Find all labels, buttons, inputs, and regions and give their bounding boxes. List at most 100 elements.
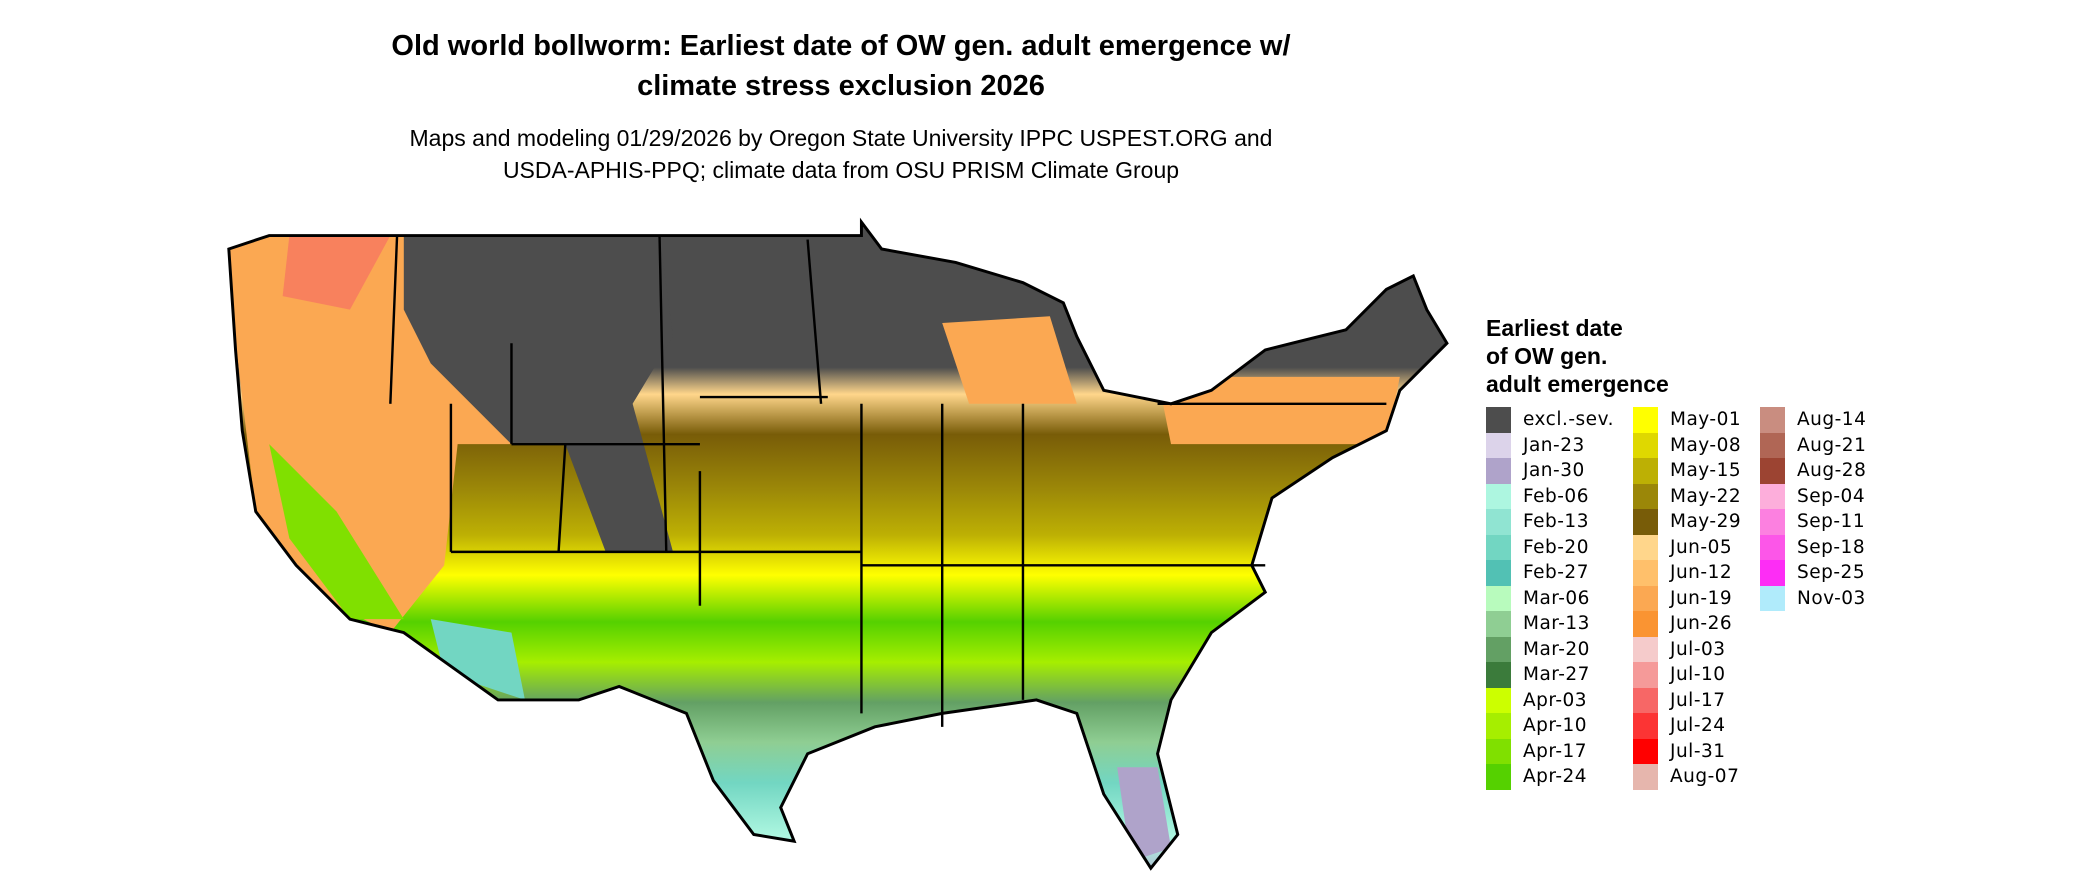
legend-item: Feb-06 [1486,483,1589,509]
legend-item: May-01 [1633,407,1741,433]
legend-swatch [1760,458,1785,484]
subtitle-line-2: USDA-APHIS-PPQ; climate data from OSU PR… [502,157,1180,183]
legend-label: Feb-27 [1523,562,1589,584]
legend-item: Sep-04 [1760,483,1866,509]
legend-swatch [1486,509,1511,535]
cascades-region [282,235,391,310]
legend-title: Earliest date of OW gen. adult emergence [1486,314,1669,398]
legend-title-line: Earliest date [1486,315,1623,341]
legend-swatch [1486,738,1511,764]
legend-swatch [1633,764,1658,790]
legend-item: Apr-03 [1486,687,1588,713]
legend-label: Mar-20 [1523,638,1590,660]
legend-item: Sep-25 [1760,560,1865,586]
legend-item: Sep-18 [1760,534,1866,560]
legend-item: Jun-19 [1633,585,1733,611]
legend-item: Jul-17 [1633,687,1726,713]
legend-label: Jul-24 [1670,715,1726,737]
legend-swatch [1633,509,1658,535]
legend-item: excl.-sev. [1486,407,1614,433]
legend-swatch [1760,509,1785,535]
legend-label: Sep-04 [1797,485,1866,507]
legend-label: Jun-12 [1670,562,1733,584]
legend-item: May-08 [1633,432,1741,458]
legend-item: Feb-27 [1486,560,1589,586]
legend-swatch [1486,713,1511,739]
legend-swatch [1633,585,1658,611]
title-line-1: Old world bollworm: Earliest date of OW … [391,30,1291,62]
legend-item: Jun-12 [1633,560,1732,586]
legend-swatch [1633,432,1658,458]
legend-swatch [1760,432,1785,458]
legend-item: Jul-10 [1633,662,1726,688]
legend-swatch [1633,407,1658,433]
legend-title-line: of OW gen. [1486,343,1608,369]
legend-swatch [1633,687,1658,713]
legend-item: Mar-13 [1486,611,1590,637]
legend-item: May-29 [1633,509,1741,535]
legend-swatch [1633,611,1658,637]
legend-swatch [1633,458,1658,484]
legend-swatch [1486,458,1511,484]
legend-item: Mar-06 [1486,585,1590,611]
legend-swatch [1486,560,1511,586]
legend-item: Apr-24 [1486,764,1587,790]
legend-swatch [1633,636,1658,662]
legend-swatch [1760,560,1785,586]
legend-item: Apr-17 [1486,738,1587,764]
legend-item: Aug-07 [1633,764,1739,790]
legend-swatch [1760,407,1785,433]
legend-label: Jun-26 [1670,613,1733,635]
legend-item: Jun-05 [1633,534,1733,560]
legend-swatch [1486,407,1511,433]
legend-swatch [1633,560,1658,586]
legend-label: May-22 [1670,485,1742,507]
legend-label: Jul-31 [1670,740,1726,762]
legend-label: Jun-05 [1670,536,1733,558]
legend-label: Feb-06 [1523,485,1589,507]
legend-label: Mar-13 [1523,613,1590,635]
legend-item: Nov-03 [1760,585,1866,611]
legend-item: Apr-10 [1486,713,1587,739]
legend-label: Aug-21 [1797,434,1867,456]
legend-label: Mar-27 [1523,664,1590,686]
legend-swatch [1486,687,1511,713]
state-borders [389,235,1387,727]
map-subtitle: Maps and modeling 01/29/2026 by Oregon S… [0,122,1682,186]
desert-region [430,619,525,700]
legend-label: Sep-11 [1797,511,1866,533]
legend-item: Feb-20 [1486,534,1589,560]
legend-label: Aug-07 [1670,766,1740,788]
legend-label: Jun-19 [1670,587,1733,609]
legend-swatch [1633,483,1658,509]
rockies-excluded-region [403,235,673,552]
map-fill [228,222,1447,869]
legend-label: Feb-13 [1523,511,1589,533]
legend-swatch [1486,662,1511,688]
map-title: Old world bollworm: Earliest date of OW … [0,26,1682,106]
legend-swatch [1486,432,1511,458]
legend-swatch [1633,534,1658,560]
michigan-region [942,316,1077,404]
legend-label: Aug-14 [1797,409,1867,431]
legend-swatch [1633,662,1658,688]
legend-swatch [1486,611,1511,637]
legend-label: Apr-24 [1523,766,1588,788]
legend-label: Sep-18 [1797,536,1866,558]
legend-swatch [1760,483,1785,509]
legend-item: Jan-23 [1486,432,1585,458]
legend-label: Feb-20 [1523,536,1589,558]
legend-swatch [1486,534,1511,560]
legend-item: Jun-26 [1633,611,1732,637]
legend-label: Jul-17 [1670,689,1726,711]
legend-item: Jul-31 [1633,738,1726,764]
legend-label: Jul-03 [1670,638,1726,660]
northeast-region [1157,376,1400,445]
legend-label: Sep-25 [1797,562,1866,584]
legend-label: Apr-03 [1523,689,1588,711]
legend-swatch [1486,483,1511,509]
legend-label: May-29 [1670,511,1742,533]
legend-label: Aug-28 [1797,460,1867,482]
legend-item: Jul-03 [1633,636,1726,662]
